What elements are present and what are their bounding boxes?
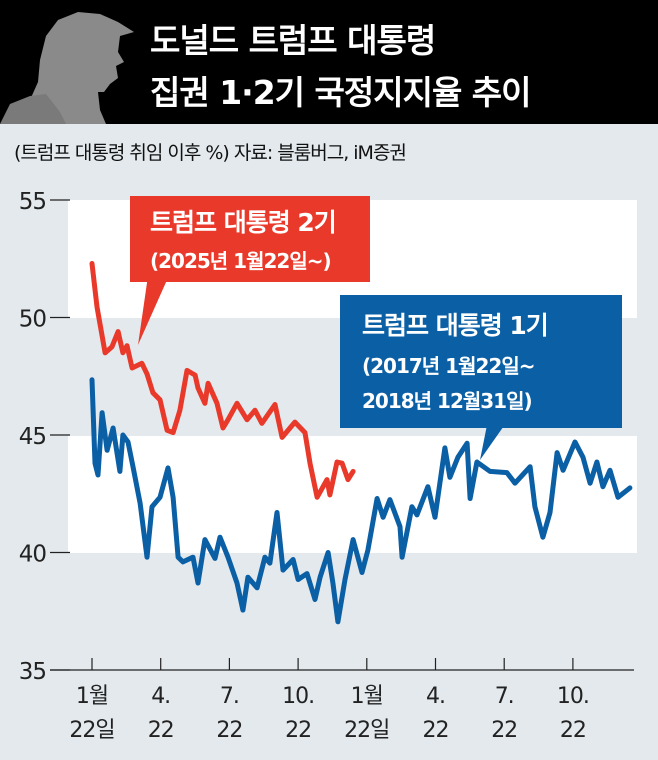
- x-tick-label-day: 22일: [69, 718, 114, 743]
- trump-silhouette-icon: [0, 12, 134, 124]
- x-tick-label-day: 22: [560, 718, 586, 743]
- series-line-second-term: [89, 261, 356, 500]
- x-tick-label-day: 22: [285, 718, 311, 743]
- x-tick-label: 10.: [282, 684, 314, 709]
- callout-2-box: [130, 196, 370, 282]
- callout-first-term-period-2: 2018년 12월31일): [362, 389, 533, 413]
- callout-second-term-period: (2025년 1월22일~): [150, 249, 332, 273]
- x-tick-label: 4.: [426, 684, 445, 709]
- x-tick-label: 1월: [76, 684, 108, 709]
- y-tick-label: 55: [19, 189, 46, 215]
- x-tick-label-day: 22일: [344, 718, 389, 743]
- series-line-first-term: [89, 377, 633, 625]
- x-tick-label-day: 22: [148, 718, 174, 743]
- callout-second-term-label: 트럼프 대통령 2기: [150, 208, 337, 237]
- title-line-1: 도널드 트럼프 대통령: [150, 21, 436, 60]
- callout-first-term-label: 트럼프 대통령 1기: [362, 311, 549, 340]
- y-tick-label: 45: [19, 424, 46, 450]
- callout-first-term-period-1: (2017년 1월22일~: [362, 354, 535, 378]
- x-tick-label: 7.: [495, 684, 514, 709]
- x-tick-label: 1월: [351, 684, 383, 709]
- y-tick-label: 50: [19, 307, 47, 333]
- callout-2-pointer: [138, 262, 175, 345]
- x-tick-label-day: 22: [216, 718, 242, 743]
- title-line-2: 집권 1·2기 국정지지율 추이: [150, 73, 532, 112]
- x-tick-label: 4.: [151, 684, 170, 709]
- callout-1-box: [340, 295, 622, 428]
- header: 도널드 트럼프 대통령 집권 1·2기 국정지지율 추이: [0, 0, 658, 124]
- callout-second-term: 트럼프 대통령 2기 (2025년 1월22일~): [150, 203, 337, 274]
- y-tick-label: 40: [19, 542, 47, 568]
- x-tick-label: 7.: [220, 684, 239, 709]
- x-tick-label-day: 22: [423, 718, 449, 743]
- subtitle-source: (트럼프 대통령 취임 이후 %) 자료: 블룸버그, iM증권: [14, 142, 407, 164]
- x-tick-label: 10.: [557, 684, 589, 709]
- x-tick-label-day: 22: [491, 718, 517, 743]
- callout-first-term: 트럼프 대통령 1기 (2017년 1월22일~ 2018년 12월31일): [362, 306, 549, 414]
- y-tick-label: 35: [19, 659, 46, 685]
